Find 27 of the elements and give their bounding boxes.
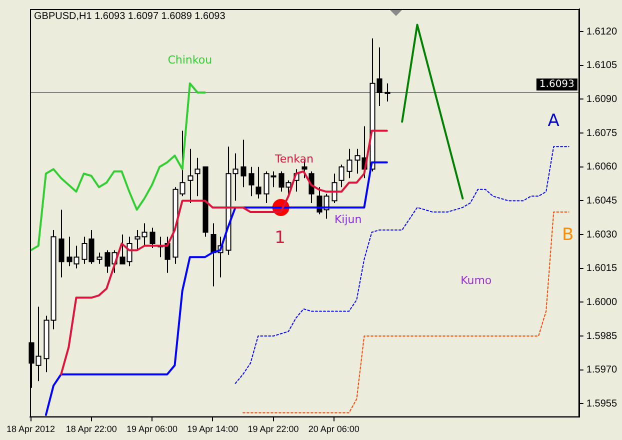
annotation: 1 [274, 228, 286, 248]
annotation: A [548, 111, 560, 132]
annotation: B [562, 224, 574, 245]
y-tick-label: 1.6120 [586, 26, 618, 38]
ref-line-label: 1.6093 [539, 79, 574, 90]
annotation: Chinkou [168, 53, 212, 66]
y-tick-label: 1.6030 [586, 229, 618, 240]
chart-title: GBPUSD,H1 1.6093 1.6097 1.6089 1.6093 [34, 11, 226, 22]
annotation: Tenkan [274, 152, 314, 166]
x-tick-label: 18 Apr 2012 [6, 424, 56, 434]
x-tick-label: 20 Apr 06:00 [308, 424, 360, 434]
y-tick-label: 1.6090 [586, 94, 618, 105]
x-tick-label: 19 Apr 22:00 [248, 424, 299, 434]
y-tick-label: 1.5970 [586, 364, 618, 376]
y-tick-label: 1.6105 [586, 60, 618, 72]
x-tick-label: 18 Apr 22:00 [66, 424, 117, 434]
annotation: Kijun [334, 212, 362, 226]
y-tick-label: 1.6015 [586, 263, 618, 274]
y-tick-label: 1.5955 [586, 398, 618, 410]
y-tick-label: 1.6060 [586, 162, 618, 173]
y-tick-label: 1.5985 [586, 330, 618, 342]
x-tick-label: 19 Apr 06:00 [126, 424, 178, 434]
y-tick-label: 1.6000 [586, 296, 618, 308]
annotation: Kumo [460, 274, 492, 288]
x-tick-label: 19 Apr 14:00 [187, 424, 238, 434]
y-tick-label: 1.6075 [586, 128, 618, 139]
y-tick-label: 1.6045 [586, 195, 618, 206]
